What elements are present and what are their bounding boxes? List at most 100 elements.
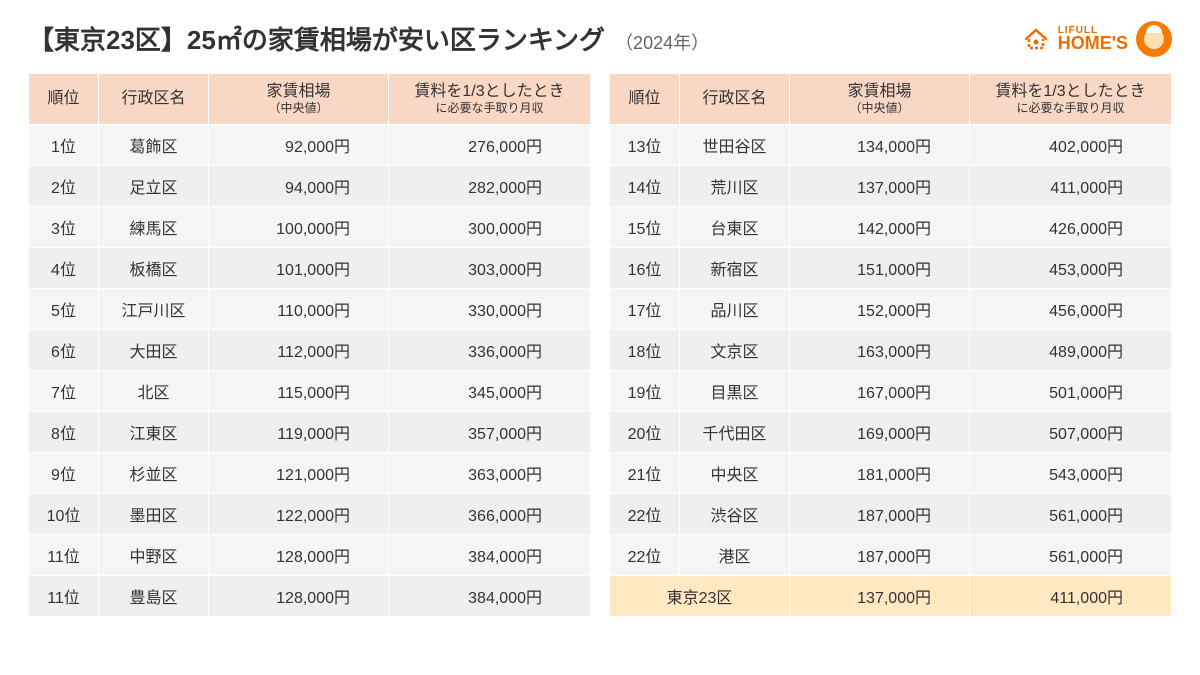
table-row: 20位千代田区169,000円507,000円 (610, 411, 1172, 452)
rent-cell: 119,000円 (209, 411, 389, 452)
rank-cell: 14位 (610, 165, 680, 206)
rent-cell: 163,000円 (790, 329, 970, 370)
rent-cell: 167,000円 (790, 370, 970, 411)
col-header-income: 賃料を1/3としたときに必要な手取り月収 (970, 74, 1172, 125)
income-cell: 489,000円 (970, 329, 1172, 370)
income-cell: 453,000円 (970, 247, 1172, 288)
rent-cell: 134,000円 (790, 124, 970, 165)
table-row: 18位文京区163,000円489,000円 (610, 329, 1172, 370)
table-row: 11位豊島区128,000円384,000円 (29, 575, 591, 616)
ward-cell: 港区 (680, 534, 790, 575)
income-cell: 336,000円 (389, 329, 591, 370)
rent-cell: 112,000円 (209, 329, 389, 370)
page-header: 【東京23区】25㎡の家賃相場が安い区ランキング （2024年） LIFULL … (28, 20, 1172, 57)
ward-cell: 世田谷区 (680, 124, 790, 165)
table-row: 5位江戸川区110,000円330,000円 (29, 288, 591, 329)
table-row: 21位中央区181,000円543,000円 (610, 452, 1172, 493)
ward-cell: 杉並区 (99, 452, 209, 493)
table-row: 19位目黒区167,000円501,000円 (610, 370, 1172, 411)
income-cell: 363,000円 (389, 452, 591, 493)
col-header-rent: 家賃相場（中央値） (209, 74, 389, 125)
rank-cell: 10位 (29, 493, 99, 534)
table-row: 8位江東区119,000円357,000円 (29, 411, 591, 452)
ward-cell: 葛飾区 (99, 124, 209, 165)
rent-cell: 181,000円 (790, 452, 970, 493)
income-cell: 276,000円 (389, 124, 591, 165)
table-row: 6位大田区112,000円336,000円 (29, 329, 591, 370)
rank-cell: 11位 (29, 575, 99, 616)
income-cell: 366,000円 (389, 493, 591, 534)
table-row: 17位品川区152,000円456,000円 (610, 288, 1172, 329)
ward-cell: 北区 (99, 370, 209, 411)
table-row: 7位北区115,000円345,000円 (29, 370, 591, 411)
rent-cell: 128,000円 (209, 534, 389, 575)
ward-cell: 荒川区 (680, 165, 790, 206)
rent-cell: 187,000円 (790, 493, 970, 534)
rank-cell: 6位 (29, 329, 99, 370)
ranking-tables: 順位 行政区名 家賃相場（中央値） 賃料を1/3としたときに必要な手取り月収 1… (28, 73, 1172, 617)
rank-cell: 16位 (610, 247, 680, 288)
ward-cell: 大田区 (99, 329, 209, 370)
table-row: 16位新宿区151,000円453,000円 (610, 247, 1172, 288)
income-cell: 561,000円 (970, 493, 1172, 534)
col-header-rank: 順位 (29, 74, 99, 125)
rent-cell: 137,000円 (790, 165, 970, 206)
ward-cell: 江東区 (99, 411, 209, 452)
rank-cell: 9位 (29, 452, 99, 493)
rank-cell: 20位 (610, 411, 680, 452)
rent-cell: 128,000円 (209, 575, 389, 616)
ranking-table-right: 順位 行政区名 家賃相場（中央値） 賃料を1/3としたときに必要な手取り月収 1… (609, 73, 1172, 617)
rent-cell: 94,000円 (209, 165, 389, 206)
rank-cell: 13位 (610, 124, 680, 165)
rank-cell: 15位 (610, 206, 680, 247)
table-row: 3位練馬区100,000円300,000円 (29, 206, 591, 247)
rent-cell: 187,000円 (790, 534, 970, 575)
table-row: 13位世田谷区134,000円402,000円 (610, 124, 1172, 165)
ward-cell: 台東区 (680, 206, 790, 247)
rent-cell: 151,000円 (790, 247, 970, 288)
col-header-ward: 行政区名 (680, 74, 790, 125)
ward-cell: 文京区 (680, 329, 790, 370)
summary-ward: 東京23区 (610, 575, 790, 616)
ward-cell: 目黒区 (680, 370, 790, 411)
brand-logo: LIFULL HOME'S (1022, 21, 1172, 57)
rent-cell: 92,000円 (209, 124, 389, 165)
title-area: 【東京23区】25㎡の家賃相場が安い区ランキング （2024年） (28, 20, 709, 57)
summary-rent: 137,000円 (790, 575, 970, 616)
rent-cell: 121,000円 (209, 452, 389, 493)
logo-text: LIFULL HOME'S (1058, 26, 1128, 51)
income-cell: 456,000円 (970, 288, 1172, 329)
rank-cell: 8位 (29, 411, 99, 452)
page-subtitle: （2024年） (615, 29, 709, 55)
table-row: 22位渋谷区187,000円561,000円 (610, 493, 1172, 534)
table-row: 14位荒川区137,000円411,000円 (610, 165, 1172, 206)
ward-cell: 足立区 (99, 165, 209, 206)
ward-cell: 品川区 (680, 288, 790, 329)
table-row: 1位葛飾区92,000円276,000円 (29, 124, 591, 165)
rank-cell: 22位 (610, 534, 680, 575)
income-cell: 426,000円 (970, 206, 1172, 247)
table-row: 10位墨田区122,000円366,000円 (29, 493, 591, 534)
rent-cell: 152,000円 (790, 288, 970, 329)
table-row: 2位足立区94,000円282,000円 (29, 165, 591, 206)
table-row: 9位杉並区121,000円363,000円 (29, 452, 591, 493)
income-cell: 402,000円 (970, 124, 1172, 165)
ward-cell: 墨田区 (99, 493, 209, 534)
ward-cell: 新宿区 (680, 247, 790, 288)
income-cell: 300,000円 (389, 206, 591, 247)
income-cell: 411,000円 (970, 165, 1172, 206)
rank-cell: 22位 (610, 493, 680, 534)
ward-cell: 中野区 (99, 534, 209, 575)
rank-cell: 4位 (29, 247, 99, 288)
summary-income: 411,000円 (970, 575, 1172, 616)
rank-cell: 1位 (29, 124, 99, 165)
income-cell: 561,000円 (970, 534, 1172, 575)
rank-cell: 21位 (610, 452, 680, 493)
col-header-income: 賃料を1/3としたときに必要な手取り月収 (389, 74, 591, 125)
income-cell: 501,000円 (970, 370, 1172, 411)
rank-cell: 2位 (29, 165, 99, 206)
income-cell: 543,000円 (970, 452, 1172, 493)
rank-cell: 18位 (610, 329, 680, 370)
rank-cell: 7位 (29, 370, 99, 411)
col-header-rent: 家賃相場（中央値） (790, 74, 970, 125)
